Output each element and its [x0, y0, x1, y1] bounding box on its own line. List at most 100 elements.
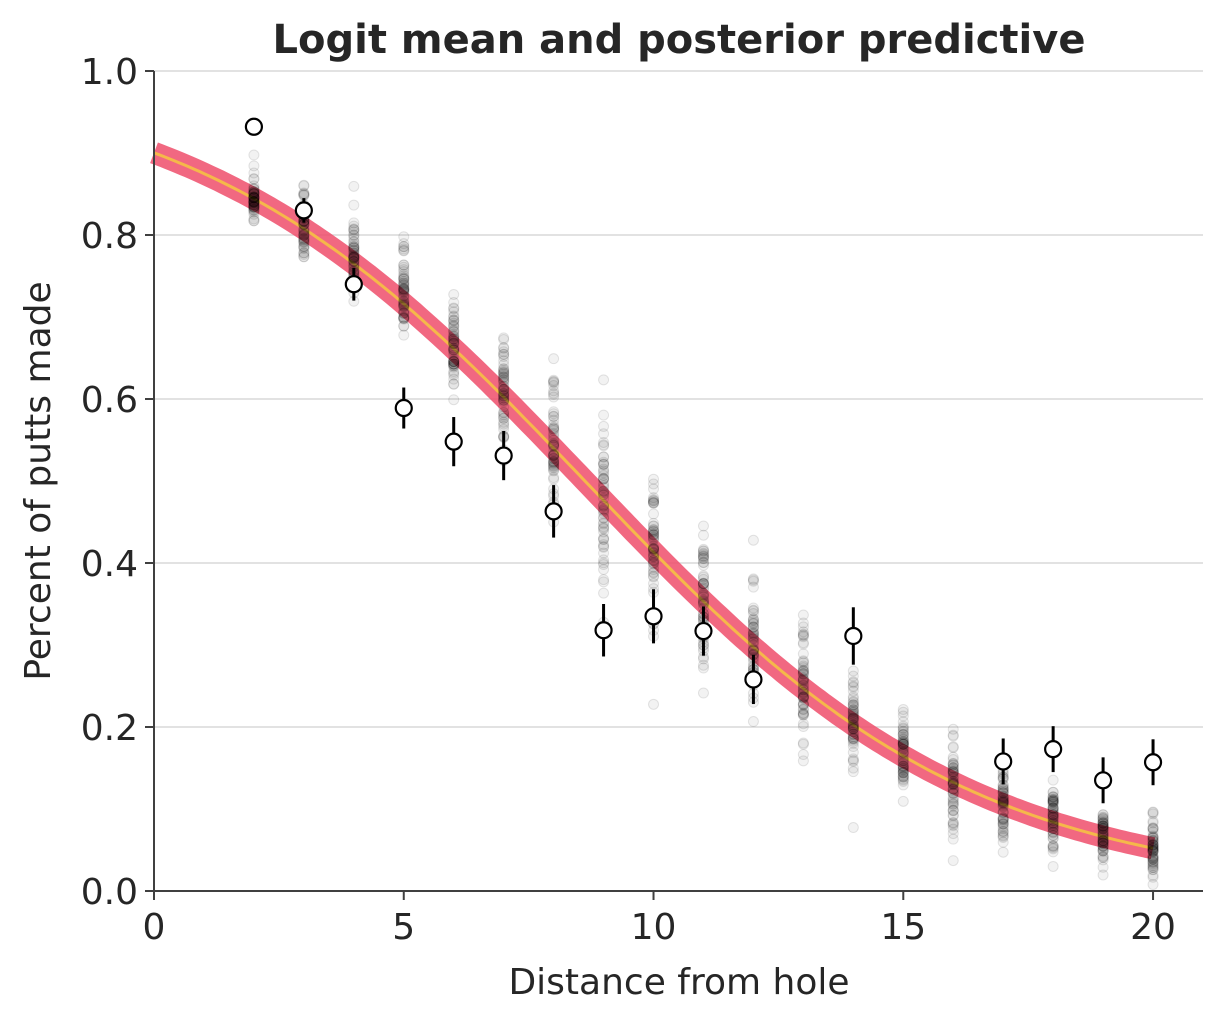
posterior-predictive-point	[248, 173, 260, 185]
posterior-predictive-point	[847, 732, 859, 744]
posterior-predictive-point	[598, 487, 610, 499]
posterior-predictive-point	[298, 236, 310, 248]
posterior-predictive-point	[448, 333, 460, 345]
posterior-predictive-point	[747, 604, 759, 616]
posterior-predictive-point	[797, 721, 809, 733]
posterior-predictive-point	[448, 335, 460, 347]
posterior-predictive-point	[897, 755, 909, 767]
posterior-predictive-point	[1147, 842, 1159, 854]
posterior-predictive-point	[947, 779, 959, 791]
posterior-predictive-point	[1047, 809, 1059, 821]
posterior-predictive-point	[248, 183, 260, 195]
posterior-predictive-point	[398, 298, 410, 310]
posterior-predictive-point	[947, 771, 959, 783]
posterior-predictive-point	[648, 557, 660, 569]
posterior-predictive-point	[997, 796, 1009, 808]
posterior-predictive-point	[648, 531, 660, 543]
posterior-predictive-point	[598, 482, 610, 494]
posterior-predictive-point	[847, 708, 859, 720]
posterior-predictive-point	[448, 344, 460, 356]
posterior-predictive-point	[747, 618, 759, 630]
posterior-predictive-point	[1047, 811, 1059, 823]
posterior-predictive-point	[797, 708, 809, 720]
posterior-predictive-point	[248, 192, 260, 204]
posterior-predictive-point	[797, 629, 809, 641]
posterior-predictive-point	[947, 762, 959, 774]
posterior-predictive-point	[847, 754, 859, 766]
posterior-predictive-point	[897, 747, 909, 759]
posterior-predictive-point	[598, 463, 610, 475]
observed-point-group	[244, 117, 264, 136]
posterior-predictive-point	[897, 737, 909, 749]
posterior-predictive-point	[598, 522, 610, 534]
posterior-predictive-point	[747, 628, 759, 640]
posterior-predictive-point	[1047, 802, 1059, 814]
posterior-predictive-point	[847, 753, 859, 765]
posterior-predictive-point	[298, 251, 310, 263]
posterior-predictive-point	[248, 186, 260, 198]
posterior-predictive-point	[897, 760, 909, 772]
posterior-predictive-point	[248, 191, 260, 203]
posterior-predictive-point	[298, 241, 310, 253]
posterior-predictive-point	[348, 232, 360, 244]
posterior-predictive-point	[448, 355, 460, 367]
posterior-predictive-point	[997, 792, 1009, 804]
posterior-predictive-point	[598, 559, 610, 571]
posterior-predictive-point	[997, 800, 1009, 812]
posterior-predictive-point	[697, 687, 709, 699]
posterior-predictive-point	[797, 655, 809, 667]
posterior-predictive-point	[548, 465, 560, 477]
posterior-predictive-point	[348, 252, 360, 264]
posterior-predictive-point	[1147, 839, 1159, 851]
posterior-predictive-point	[897, 743, 909, 755]
posterior-predictive-point	[498, 412, 510, 424]
posterior-predictive-point	[1097, 845, 1109, 857]
posterior-predictive-point	[248, 206, 260, 218]
posterior-predictive-point	[847, 715, 859, 727]
posterior-predictive-point	[248, 196, 260, 208]
posterior-predictive-point	[248, 202, 260, 214]
posterior-predictive-point	[1047, 843, 1059, 855]
posterior-predictive-point	[498, 390, 510, 402]
posterior-predictive-point	[548, 464, 560, 476]
posterior-predictive-point	[947, 817, 959, 829]
posterior-predictive-point	[1097, 820, 1109, 832]
posterior-predictive-point	[1047, 786, 1059, 798]
observed-point	[694, 621, 713, 641]
posterior-predictive-point	[997, 797, 1009, 809]
posterior-predictive-point	[697, 595, 709, 607]
posterior-predictive-point	[947, 759, 959, 771]
posterior-predictive-point	[298, 225, 310, 237]
posterior-predictive-point	[1097, 832, 1109, 844]
y-tick-label: 0.8	[81, 216, 138, 257]
posterior-predictive-point	[1047, 811, 1059, 823]
posterior-predictive-point	[797, 738, 809, 750]
posterior-predictive-point	[548, 438, 560, 450]
posterior-predictive-point	[448, 315, 460, 327]
posterior-predictive-point	[1047, 794, 1059, 806]
posterior-predictive-point	[448, 288, 460, 300]
posterior-predictive-point	[997, 791, 1009, 803]
posterior-predictive-point	[697, 556, 709, 568]
posterior-predictive-point	[548, 449, 560, 461]
posterior-predictive-point	[947, 787, 959, 799]
posterior-predictive-point	[797, 707, 809, 719]
posterior-predictive-point	[648, 529, 660, 541]
observed-point-group	[744, 654, 763, 705]
posterior-predictive-point	[398, 283, 410, 295]
posterior-predictive-point	[697, 589, 709, 601]
posterior-predictive-point	[598, 504, 610, 516]
posterior-predictive-point	[1097, 854, 1109, 866]
posterior-predictive-point	[498, 368, 510, 380]
observed-point-group	[844, 607, 863, 665]
posterior-predictive-point	[947, 751, 959, 763]
posterior-predictive-point	[997, 829, 1009, 841]
posterior-predictive-point	[947, 772, 959, 784]
posterior-predictive-point	[797, 699, 809, 711]
posterior-predictive-point	[398, 295, 410, 307]
posterior-predictive-point	[498, 420, 510, 432]
posterior-predictive-point	[598, 521, 610, 533]
posterior-predictive-point	[997, 820, 1009, 832]
posterior-predictive-point	[847, 685, 859, 697]
posterior-predictive-point	[448, 330, 460, 342]
